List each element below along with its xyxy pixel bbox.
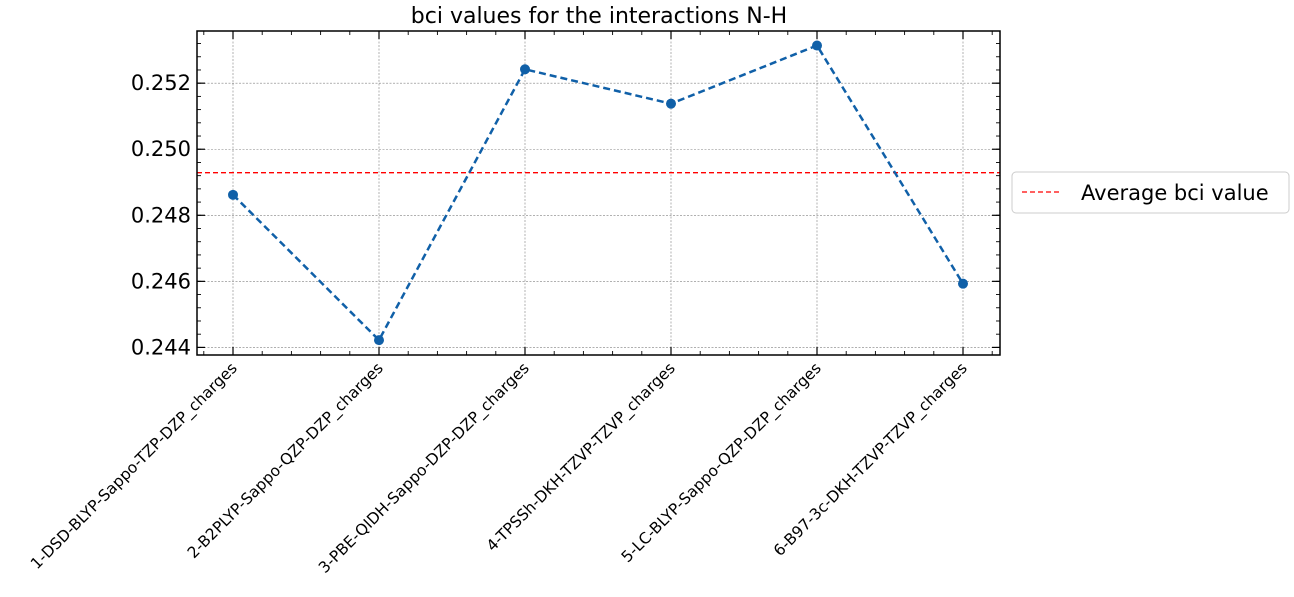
data-point (812, 40, 822, 51)
data-point (374, 335, 384, 346)
series-line (232, 43, 965, 343)
tick-labels: 0.2440.2460.2480.2500.2521-DSD-BLYP-Sapp… (27, 71, 971, 577)
data-point (228, 189, 238, 200)
y-tick-label: 0.244 (131, 335, 191, 359)
legend-box (1011, 171, 1290, 214)
y-tick-label: 0.252 (131, 71, 191, 95)
data-point (666, 98, 676, 109)
data-point (958, 278, 968, 289)
legend: Average bci value (1011, 171, 1290, 214)
plot-frame (196, 30, 1001, 356)
y-tick-label: 0.246 (131, 269, 191, 293)
series-layer (228, 40, 968, 346)
y-tick-label: 0.248 (131, 203, 191, 227)
data-point (520, 64, 530, 75)
grid (197, 31, 1000, 355)
chart-title: bci values for the interactions N-H (411, 4, 787, 29)
legend-label-average-bci: Average bci value (1081, 181, 1269, 205)
y-tick-label: 0.250 (131, 137, 191, 161)
ticks (197, 31, 1000, 355)
